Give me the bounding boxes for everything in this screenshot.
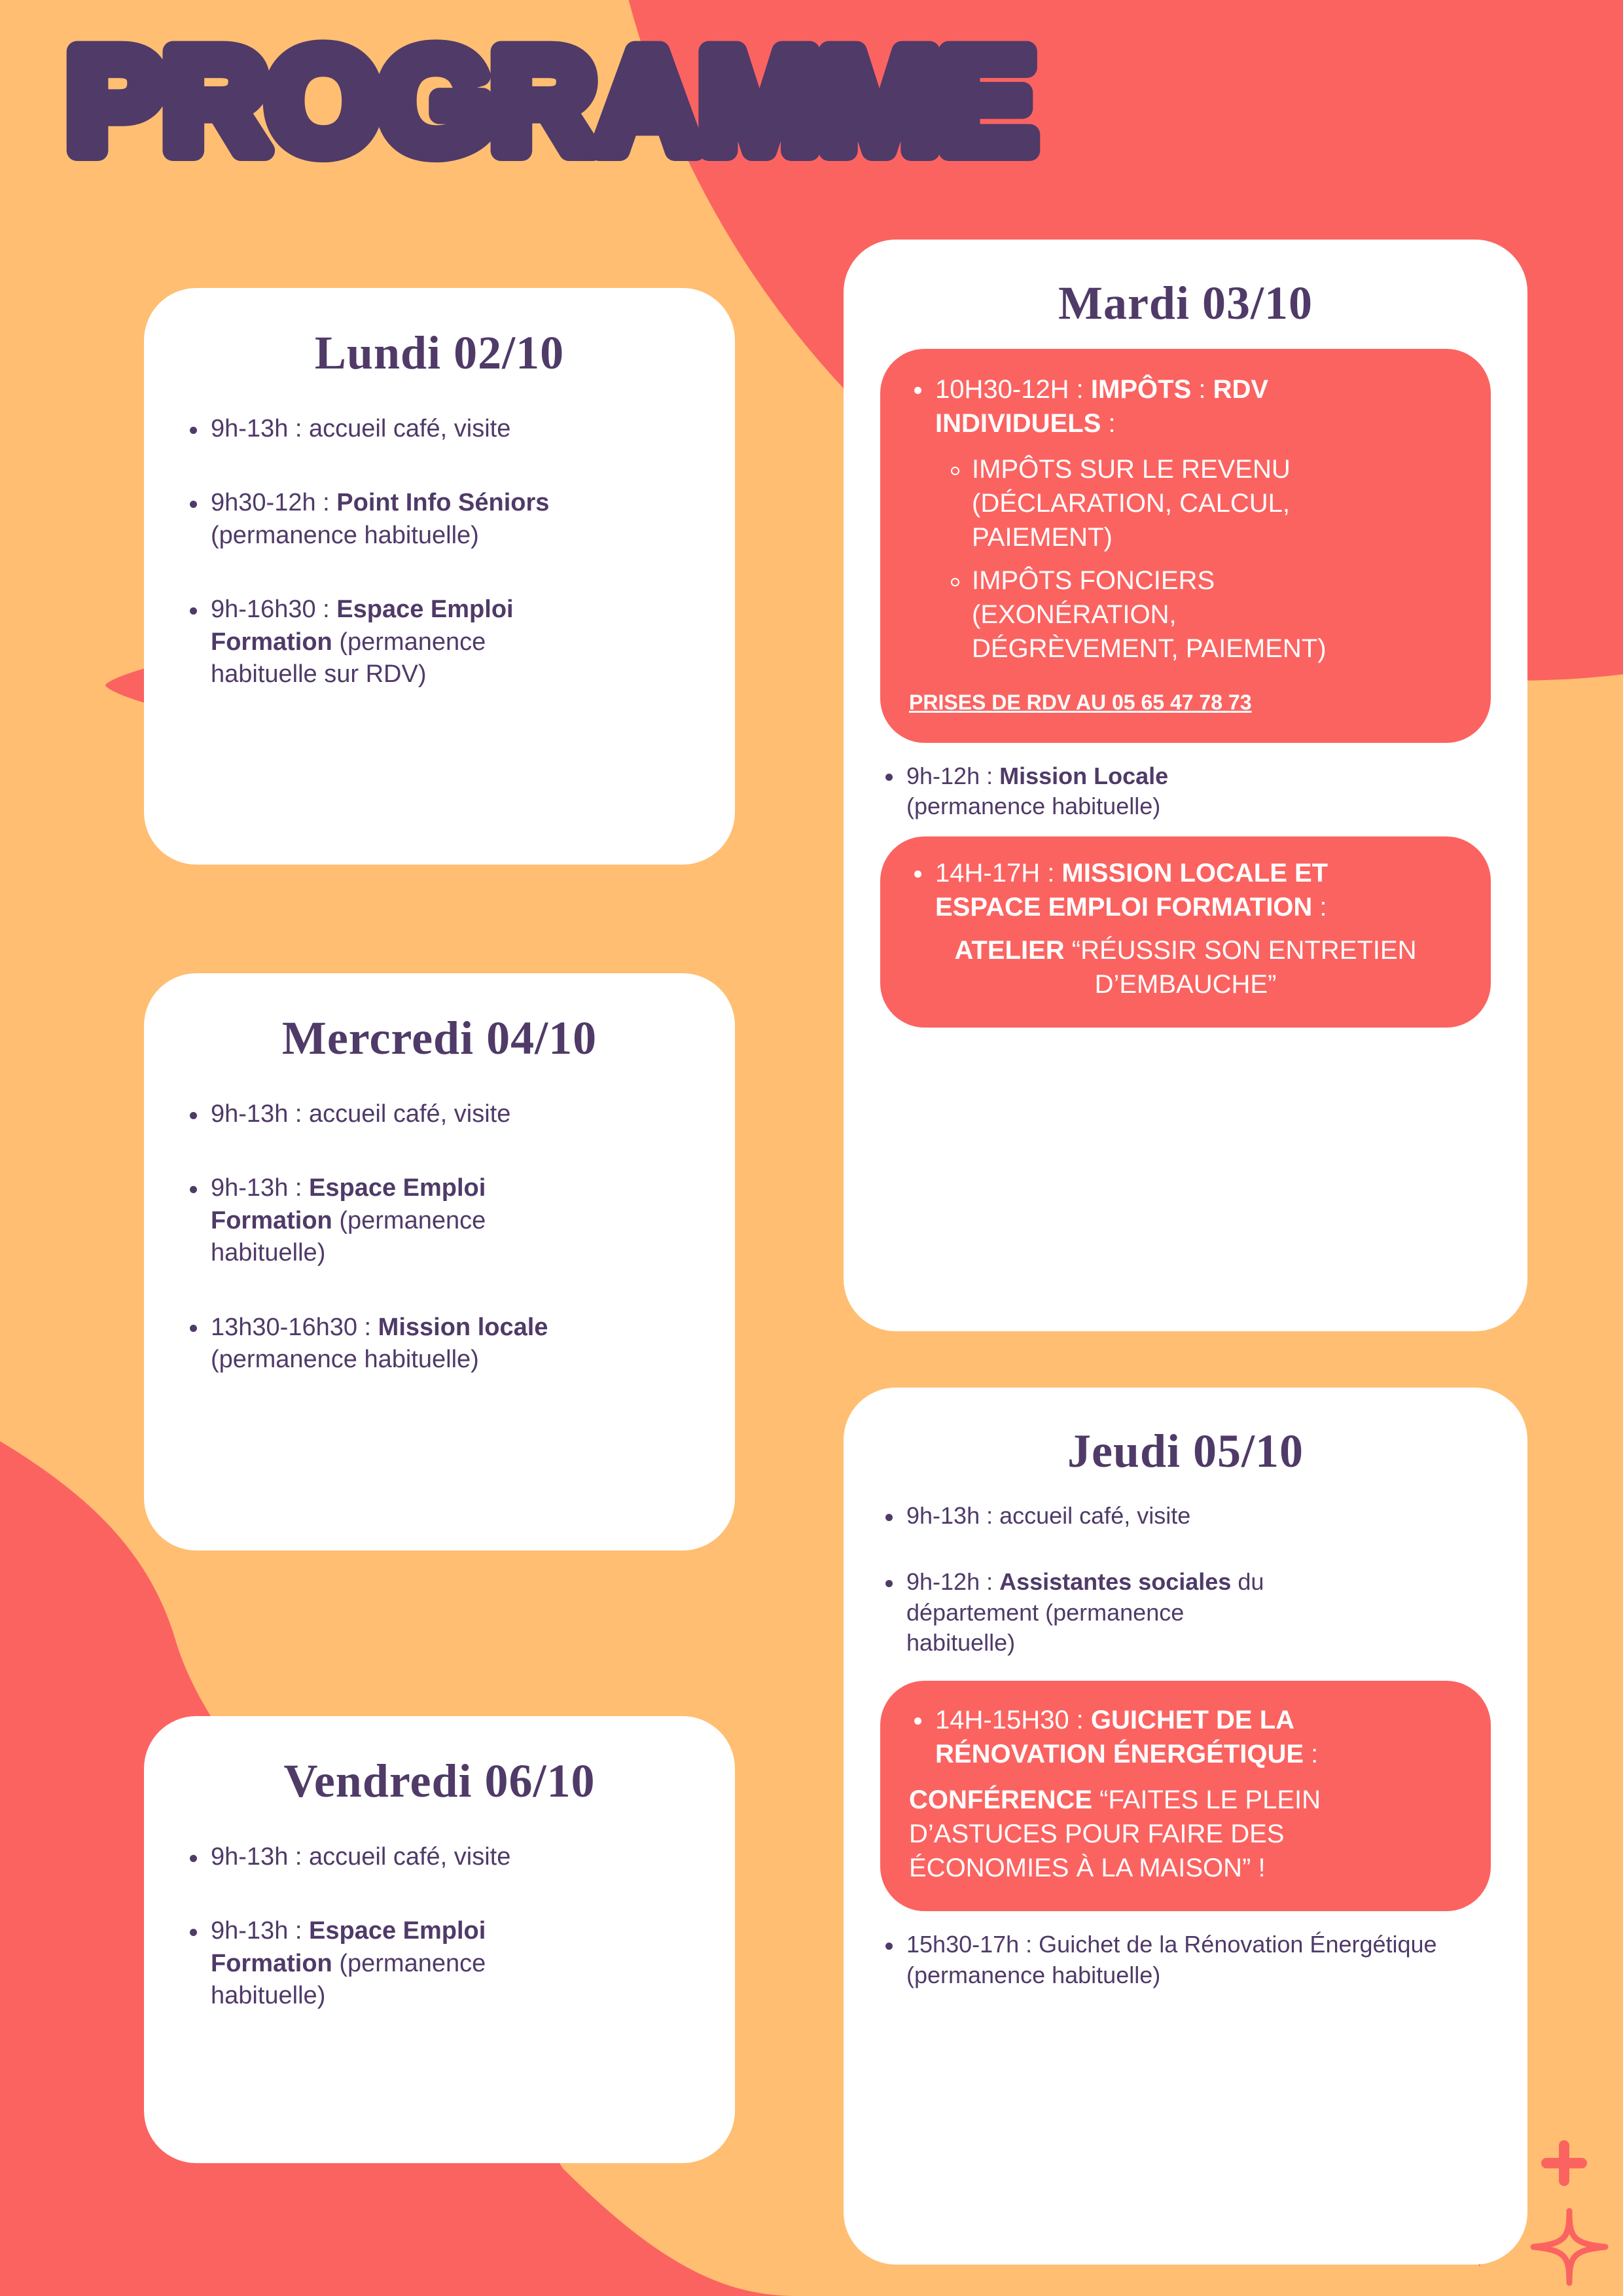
svg-text:PROGRAMME: PROGRAMME	[67, 20, 1035, 181]
